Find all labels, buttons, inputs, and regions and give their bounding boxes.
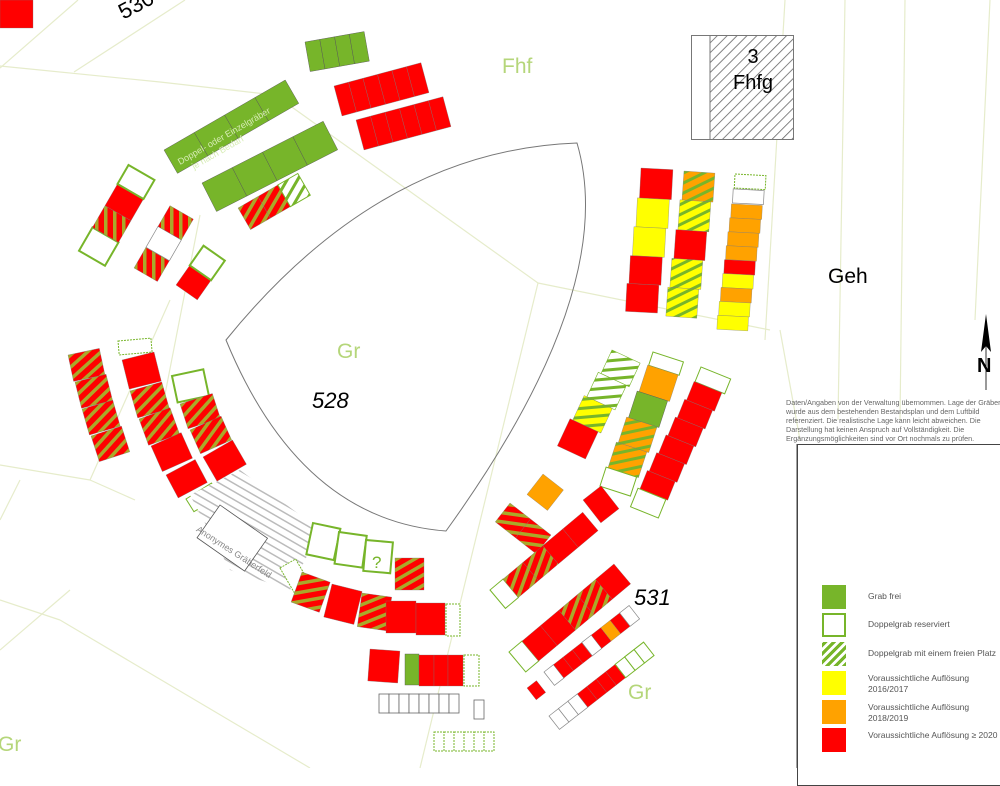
grave-row-ne-inner [237, 172, 311, 230]
use-label-gr-southeast: Gr [628, 681, 652, 704]
grave-row-south-outer [279, 558, 461, 637]
use-label-fhf: Fhf [502, 55, 533, 78]
grave-rows-bottom [367, 648, 495, 752]
legend-item-reserved: Doppelgrab reserviert [822, 613, 950, 637]
grave-block-west [77, 163, 227, 301]
swatch-yellow-icon [822, 671, 846, 695]
north-label: N [977, 355, 992, 377]
swatch-orange-icon [822, 700, 846, 724]
use-label-gr-center: Gr [337, 340, 361, 363]
legend-item-2020: Voraussichtliche Auflösung ≥ 2020 [822, 728, 997, 752]
grave-row-south-inner [305, 521, 425, 591]
use-label-gr-southwest: Gr [0, 733, 22, 756]
legend-item-2018-2019: Voraussichtliche Auflösung 2018/2019 [822, 700, 1000, 724]
building-code: Fhfg [732, 72, 774, 94]
grave-block-southeast [489, 473, 655, 730]
legend-item-2016-2017: Voraussichtliche Auflösung 2016/2017 [822, 671, 1000, 695]
cemetery-map: Doppel- oder Einzelgräberje nach Bedarf [0, 0, 991, 768]
building-number: 3 [747, 46, 759, 68]
grave-block-southwest [0, 0, 247, 513]
parcel-label-531: 531 [634, 585, 671, 610]
swatch-outline-icon [822, 613, 846, 637]
grave-block-red-north [333, 62, 452, 151]
legend-item-free: Grab frei [822, 585, 901, 609]
legend-item-half-free: Doppelgrab mit einem freien Platz [822, 642, 996, 666]
central-path-outline [225, 142, 587, 532]
grave-block-green-nw [163, 31, 370, 212]
building-label: 3 Fhfg [728, 44, 778, 96]
grave-block-east-upper [625, 167, 767, 332]
grave-block-east-middle [557, 349, 732, 519]
use-label-geh: Geh [828, 265, 868, 288]
parcel-label-528: 528 [312, 388, 349, 413]
unknown-grave-marker: ? [372, 553, 382, 572]
data-source-note: Daten/Angaben von der Verwaltung übernom… [786, 398, 1000, 443]
swatch-hatched-icon [822, 642, 846, 666]
north-arrow-icon [981, 314, 991, 390]
swatch-red-icon [822, 728, 846, 752]
anonymous-grave-field [190, 470, 320, 590]
building-fhfg [691, 35, 794, 140]
legend: Grab frei Doppelgrab reserviert Doppelgr… [797, 444, 1000, 786]
swatch-green-icon [822, 585, 846, 609]
